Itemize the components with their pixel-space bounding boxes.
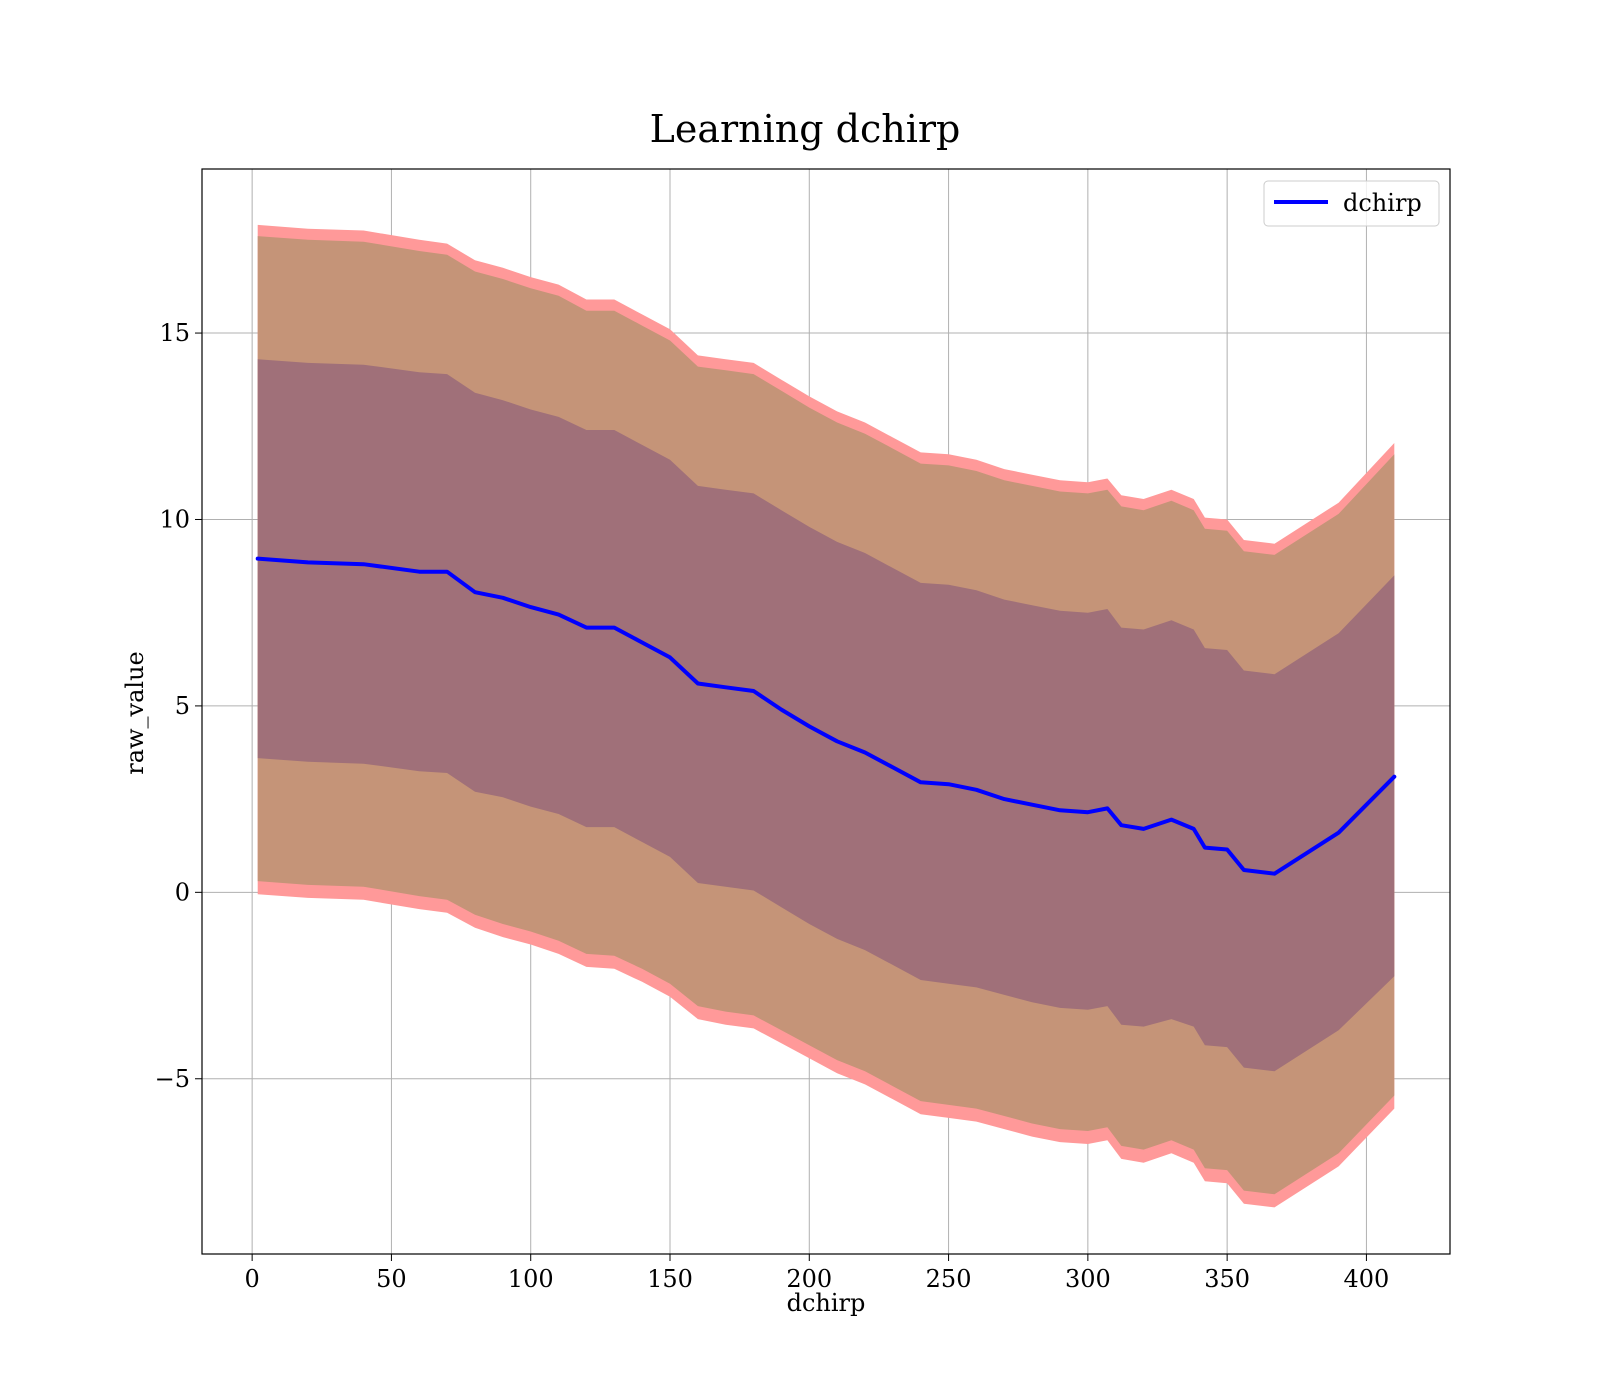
series-line-dchirp — [255, 556, 1397, 876]
y-tick-label: 5 — [175, 692, 190, 720]
y-tick-label: −5 — [155, 1065, 190, 1093]
y-tick-label: 15 — [159, 319, 190, 347]
x-tick-label: 50 — [376, 1265, 407, 1293]
x-tick-label: 100 — [508, 1265, 554, 1293]
x-tick-label: 300 — [1065, 1265, 1111, 1293]
chart-title: Learning dchirp — [650, 107, 961, 151]
plot-frame — [201, 168, 1451, 1255]
x-tick-label: 350 — [1204, 1265, 1250, 1293]
x-tick-label: 250 — [926, 1265, 972, 1293]
legend: dchirp — [1263, 180, 1440, 227]
y-axis-label: raw_value — [121, 651, 149, 775]
x-tick-label: 400 — [1344, 1265, 1390, 1293]
y-axis-ticks: −5 0 5 10 15 — [155, 319, 202, 1093]
series-lines — [255, 556, 1397, 876]
x-tick-label: 150 — [647, 1265, 693, 1293]
x-axis-label: dchirp — [787, 1289, 866, 1317]
y-tick-label: 0 — [175, 878, 190, 906]
legend-label-dchirp: dchirp — [1343, 189, 1422, 217]
confidence-bands — [257, 224, 1395, 1208]
x-axis-ticks: 0 50 100 150 200 250 300 350 400 — [245, 1254, 1390, 1293]
band-inner — [257, 359, 1395, 1072]
legend-box — [1263, 180, 1440, 227]
x-tick-label: 200 — [786, 1265, 832, 1293]
y-tick-label: 10 — [159, 505, 190, 533]
x-tick-label: 0 — [245, 1265, 260, 1293]
